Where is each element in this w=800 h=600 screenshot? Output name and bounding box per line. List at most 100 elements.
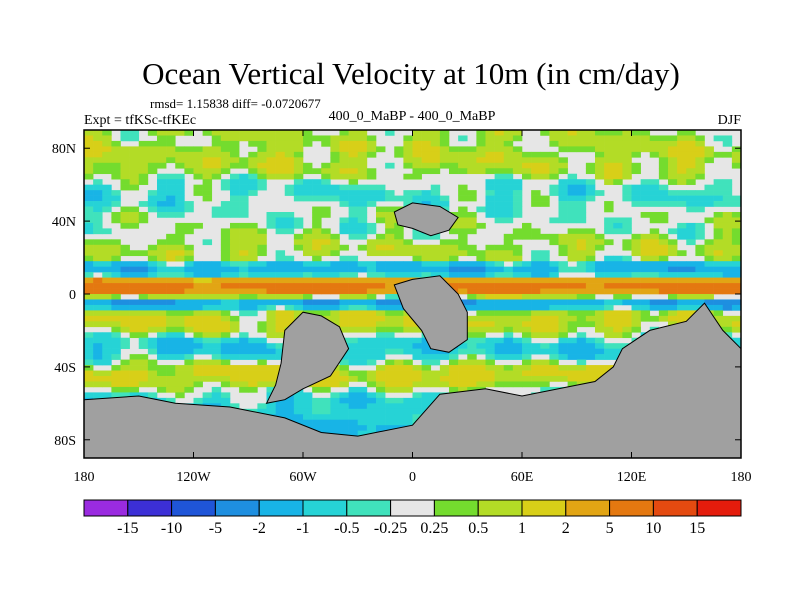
- field-cell: [631, 261, 641, 267]
- field-cell: [312, 425, 322, 431]
- field-cell: [248, 222, 258, 229]
- field-cell: [303, 288, 313, 295]
- field-cell: [239, 195, 249, 202]
- field-cell: [138, 146, 149, 153]
- field-cell: [129, 146, 140, 153]
- field-cell: [485, 162, 495, 169]
- field-cell: [476, 162, 486, 169]
- field-cell: [348, 348, 359, 355]
- field-cell: [248, 376, 258, 382]
- field-cell: [503, 381, 514, 388]
- field-cell: [157, 294, 167, 300]
- colorbar-segment: [652, 499, 698, 517]
- field-cell: [558, 179, 568, 185]
- field-cell: [649, 195, 660, 202]
- field-cell: [138, 304, 149, 311]
- field-cell: [184, 255, 194, 262]
- field-cell: [166, 255, 176, 262]
- field-cell: [157, 212, 167, 218]
- field-cell: [512, 255, 523, 262]
- field-cell: [549, 151, 559, 158]
- field-cell: [193, 157, 203, 164]
- field-cell: [731, 261, 741, 267]
- field-cell: [449, 381, 459, 388]
- field-cell: [348, 283, 359, 289]
- field-cell: [138, 217, 149, 224]
- field-cell: [540, 201, 550, 207]
- field-cell: [357, 233, 368, 240]
- field-cell: [321, 239, 331, 246]
- field-cell: [239, 244, 249, 251]
- field-cell: [157, 370, 167, 377]
- field-cell: [257, 343, 267, 349]
- field-cell: [731, 233, 741, 240]
- field-cell: [567, 206, 578, 213]
- field-cell: [166, 386, 176, 393]
- field-cell: [102, 157, 112, 164]
- field-cell: [230, 233, 240, 240]
- field-cell: [531, 376, 541, 382]
- field-cell: [339, 244, 349, 251]
- field-cell: [567, 140, 578, 147]
- field-cell: [211, 288, 222, 295]
- field-cell: [731, 146, 741, 153]
- field-cell: [512, 233, 523, 240]
- colorbar-label: -5: [209, 520, 222, 537]
- field-cell: [120, 288, 130, 295]
- field-cell: [303, 272, 313, 278]
- field-cell: [111, 354, 121, 360]
- field-cell: [467, 321, 477, 328]
- field-cell: [412, 244, 422, 251]
- field-cell: [257, 266, 267, 273]
- field-cell: [668, 310, 678, 317]
- field-cell: [147, 359, 158, 366]
- field-cell: [531, 283, 541, 289]
- field-cell: [394, 272, 404, 278]
- field-cell: [357, 283, 368, 289]
- field-cell: [695, 190, 705, 196]
- field-cell: [604, 135, 614, 142]
- field-cell: [704, 146, 714, 153]
- field-cell: [622, 288, 632, 295]
- field-cell: [157, 146, 167, 153]
- field-cell: [531, 255, 541, 262]
- field-cell: [549, 140, 559, 147]
- field-cell: [339, 190, 349, 196]
- field-cell: [330, 233, 340, 240]
- field-cell: [439, 135, 450, 142]
- field-cell: [366, 376, 377, 382]
- field-cell: [230, 283, 240, 289]
- field-cell: [567, 294, 578, 300]
- field-cell: [595, 239, 605, 246]
- field-cell: [731, 239, 741, 246]
- field-cell: [403, 321, 413, 328]
- field-cell: [239, 157, 249, 164]
- field-cell: [193, 365, 203, 371]
- field-cell: [248, 140, 258, 147]
- field-cell: [595, 304, 605, 311]
- field-cell: [166, 250, 176, 257]
- field-cell: [339, 130, 349, 136]
- field-cell: [686, 179, 696, 185]
- field-cell: [93, 370, 103, 377]
- field-cell: [93, 337, 103, 344]
- field-cell: [257, 250, 267, 257]
- field-cell: [157, 140, 167, 147]
- field-cell: [321, 233, 331, 240]
- field-cell: [576, 212, 587, 218]
- field-cell: [211, 212, 222, 218]
- field-cell: [266, 162, 276, 169]
- field-cell: [175, 233, 185, 240]
- field-cell: [421, 195, 432, 202]
- field-cell: [585, 343, 596, 349]
- field-cell: [348, 299, 359, 306]
- field-cell: [248, 283, 258, 289]
- field-cell: [157, 130, 167, 136]
- field-cell: [421, 376, 432, 382]
- field-cell: [357, 310, 368, 317]
- field-cell: [458, 381, 468, 388]
- field-cell: [522, 304, 532, 311]
- field-cell: [722, 190, 733, 196]
- field-cell: [366, 299, 377, 306]
- field-cell: [613, 217, 623, 224]
